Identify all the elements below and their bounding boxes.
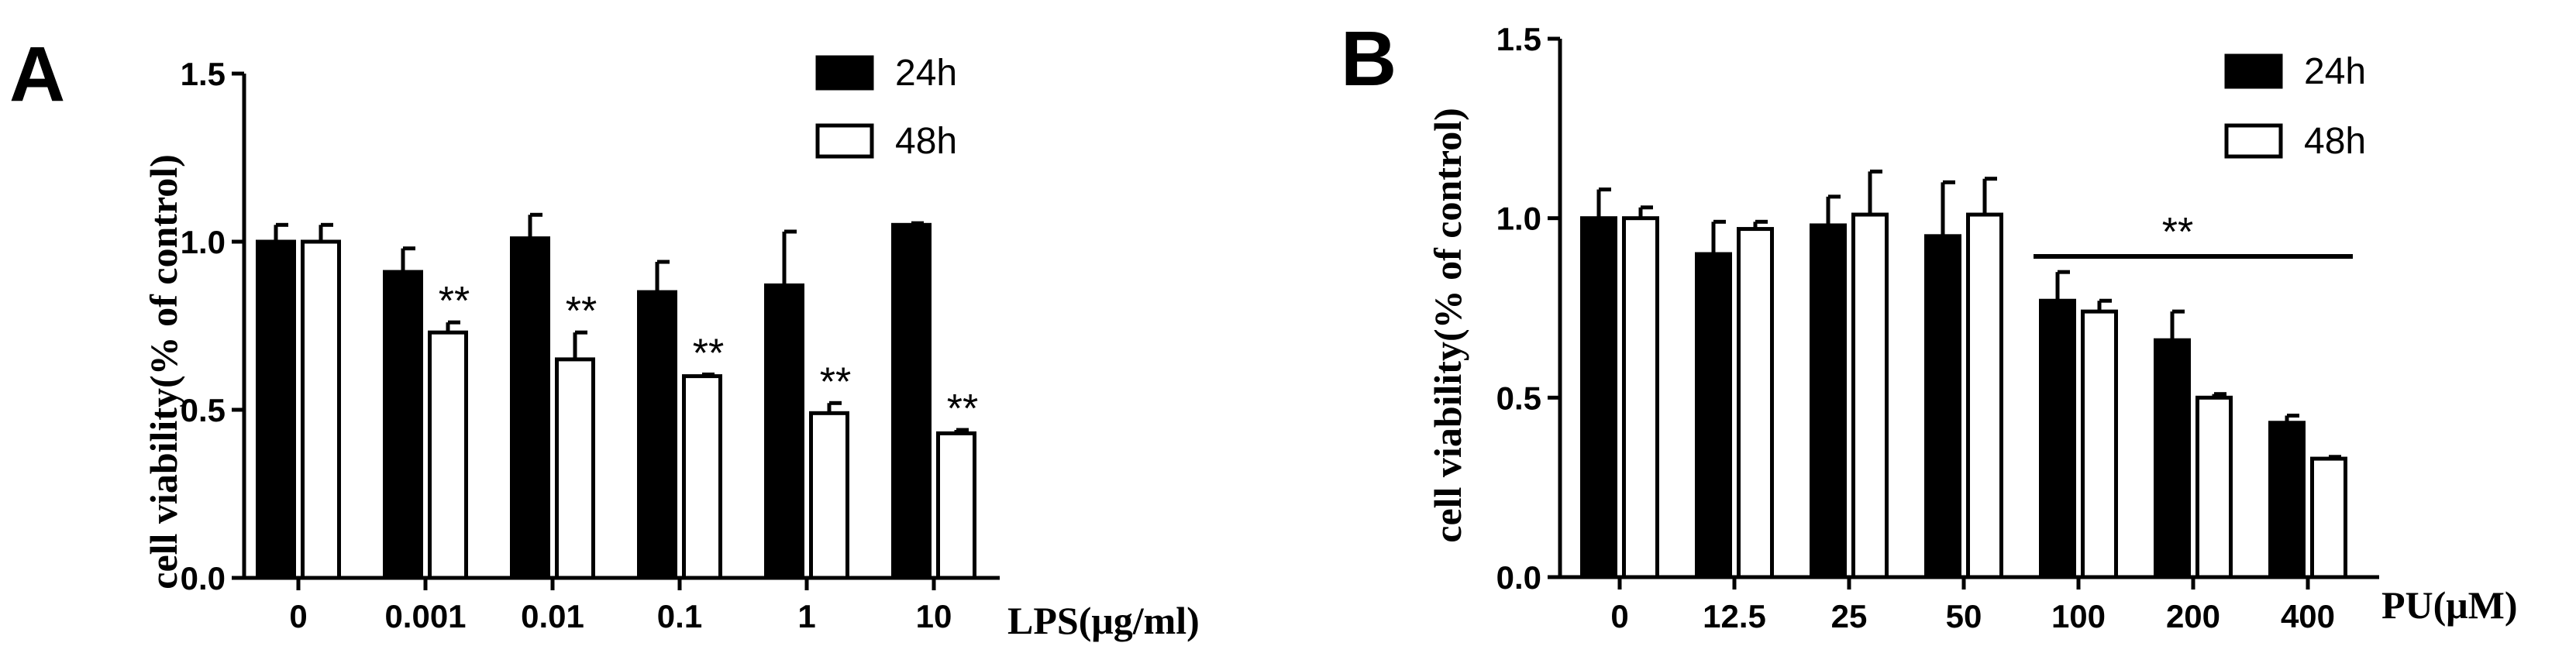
x-tick-label: 10 <box>916 598 952 634</box>
bar-24h-0 <box>1580 216 1617 579</box>
x-tick-label: 0.1 <box>657 598 702 634</box>
y-tick-label: 1.5 <box>1496 21 1541 57</box>
x-tick-label: 100 <box>2051 598 2106 634</box>
panel-b-legend: 24h 48h <box>2224 51 2366 162</box>
bar-48h-25 <box>1851 212 1889 579</box>
bar-24h-50 <box>1924 234 1961 579</box>
panel-a: A cell viability(% of control) LPS(μg/ml… <box>9 31 1200 642</box>
x-tick-label: 25 <box>1831 598 1868 634</box>
significance-label: ** <box>566 289 597 334</box>
significance-label: ** <box>2162 210 2193 255</box>
legend-label-48h: 48h <box>895 121 957 162</box>
bar-24h-200 <box>2154 338 2191 579</box>
bar-24h-1 <box>764 283 804 580</box>
panel-a-letter: A <box>9 31 65 118</box>
x-tick-label: 0.01 <box>521 598 584 634</box>
panel-b-bars <box>1580 169 2347 579</box>
panel-a-legend: 24h 48h <box>815 53 957 162</box>
x-tick-label: 200 <box>2166 598 2220 634</box>
significance-label: ** <box>693 331 724 376</box>
panel-b-letter: B <box>1341 15 1396 102</box>
x-tick-label: 0 <box>289 598 307 634</box>
bar-24h-10 <box>891 222 932 580</box>
bar-48h-1 <box>809 411 849 580</box>
significance-label: ** <box>439 279 470 324</box>
bar-48h-200 <box>2195 395 2233 579</box>
bar-48h-0.1 <box>682 374 722 580</box>
legend-swatch-48h <box>2224 123 2283 159</box>
y-tick-label: 0.5 <box>181 392 226 428</box>
bar-24h-25 <box>1810 223 1847 579</box>
legend-swatch-24h <box>815 55 874 91</box>
bar-24h-0.001 <box>383 270 423 580</box>
x-tick-label: 12.5 <box>1703 598 1766 634</box>
significance-label: ** <box>947 387 978 431</box>
bar-24h-400 <box>2268 421 2306 579</box>
legend-swatch-48h <box>815 123 874 159</box>
bar-24h-0.1 <box>637 290 677 580</box>
bar-24h-0 <box>256 239 296 580</box>
x-tick-label: 1 <box>797 598 815 634</box>
bar-24h-0.01 <box>510 236 550 580</box>
bar-48h-10 <box>936 431 976 580</box>
bar-48h-0.01 <box>555 357 595 580</box>
panel-b-y-axis-title: cell viability(% of control) <box>1426 108 1469 542</box>
x-tick-label: 50 <box>1946 598 1982 634</box>
legend-label-24h: 24h <box>895 53 957 94</box>
bar-24h-100 <box>2039 298 2076 579</box>
bar-48h-50 <box>1966 212 2003 579</box>
panel-b-ticks: 0.0 0.5 1.0 1.5 0 12.5 25 50 100 200 400 <box>1496 21 2335 634</box>
bar-48h-100 <box>2081 309 2118 579</box>
panel-a-bars <box>256 212 976 580</box>
bar-48h-12.5 <box>1737 227 1774 579</box>
y-tick-label: 0.0 <box>181 560 226 596</box>
legend-swatch-24h <box>2224 53 2283 89</box>
panel-a-y-axis-title: cell viability(% of control) <box>142 154 185 589</box>
y-tick-label: 1.0 <box>1496 201 1541 237</box>
legend-label-48h: 48h <box>2304 121 2366 162</box>
panel-b: B cell viability(% of control) PU(μM) 0.… <box>1341 15 2518 634</box>
y-tick-label: 1.0 <box>181 224 226 260</box>
x-tick-label: 0.001 <box>384 598 466 634</box>
panel-a-x-axis-title: LPS(μg/ml) <box>1007 599 1200 642</box>
y-tick-label: 1.5 <box>181 56 226 92</box>
bar-48h-400 <box>2310 456 2347 579</box>
x-tick-label: 0 <box>1610 598 1628 634</box>
bar-48h-0 <box>301 239 341 580</box>
bar-48h-0 <box>1622 216 1659 579</box>
panel-a-ticks: 0.0 0.5 1.0 1.5 0 0.001 0.01 0.1 1 10 <box>181 56 952 634</box>
significance-label: ** <box>820 359 851 404</box>
panel-a-significance: ** ** ** ** ** <box>439 279 978 431</box>
bar-24h-12.5 <box>1695 252 1732 579</box>
panel-b-x-axis-title: PU(μM) <box>2381 583 2518 627</box>
panel-b-significance: ** <box>2034 210 2353 259</box>
x-tick-label: 400 <box>2281 598 2335 634</box>
y-tick-label: 0.0 <box>1496 559 1541 596</box>
legend-label-24h: 24h <box>2304 51 2366 92</box>
bar-48h-0.001 <box>428 330 468 580</box>
y-tick-label: 0.5 <box>1496 380 1541 416</box>
